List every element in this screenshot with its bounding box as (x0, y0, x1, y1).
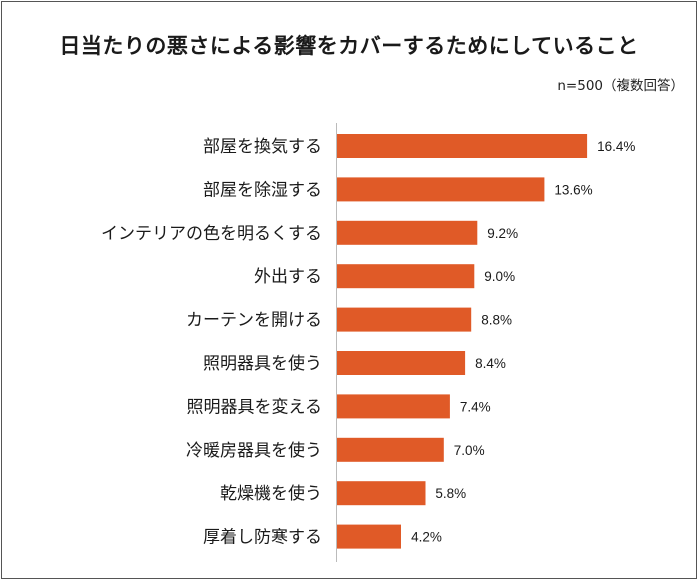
category-label: カーテンを開ける (186, 311, 322, 331)
category-label: 厚着し防寒する (203, 528, 322, 548)
sample-size-note: n=500（複数回答） (557, 78, 684, 94)
category-label: インテリアの色を明るくする (101, 224, 322, 244)
bar (337, 220, 478, 245)
bar (337, 481, 426, 506)
category-labels-group: 部屋を換気する部屋を除湿するインテリアの色を明るくする外出するカーテンを開ける照… (101, 137, 322, 548)
bars-group (337, 134, 588, 549)
category-label: 乾燥機を使う (220, 483, 322, 504)
category-label: 照明器具を使う (203, 353, 322, 374)
value-label: 9.0% (484, 269, 515, 284)
value-label: 13.6% (554, 182, 592, 197)
bar (337, 437, 444, 462)
value-label: 7.4% (460, 399, 491, 414)
value-label: 8.8% (481, 313, 512, 328)
category-label: 照明器具を変える (187, 397, 323, 417)
category-label: 冷暖房器具を使う (186, 440, 322, 461)
value-label: 4.2% (411, 530, 442, 545)
chart-title: 日当たりの悪さによる影響をカバーするためにしていること (59, 34, 639, 58)
bar (337, 307, 472, 332)
value-label: 7.0% (454, 443, 485, 458)
category-label: 部屋を換気する (203, 137, 322, 157)
category-label: 部屋を除湿する (203, 180, 322, 200)
value-label: 9.2% (487, 226, 518, 241)
bar (337, 524, 401, 549)
bar (337, 351, 466, 375)
value-label: 16.4% (597, 139, 635, 154)
bar (337, 177, 545, 202)
bar (337, 394, 450, 419)
value-labels-group: 16.4% 13.6% 9.2% 9.0% 8.8% 8.4% 7.4% 7.0% 5.8% 4.… (411, 139, 635, 545)
category-label: 外出する (254, 267, 322, 287)
bar (337, 264, 475, 289)
bar (337, 134, 588, 158)
value-label: 5.8% (435, 486, 466, 501)
value-label: 8.4% (475, 356, 506, 371)
